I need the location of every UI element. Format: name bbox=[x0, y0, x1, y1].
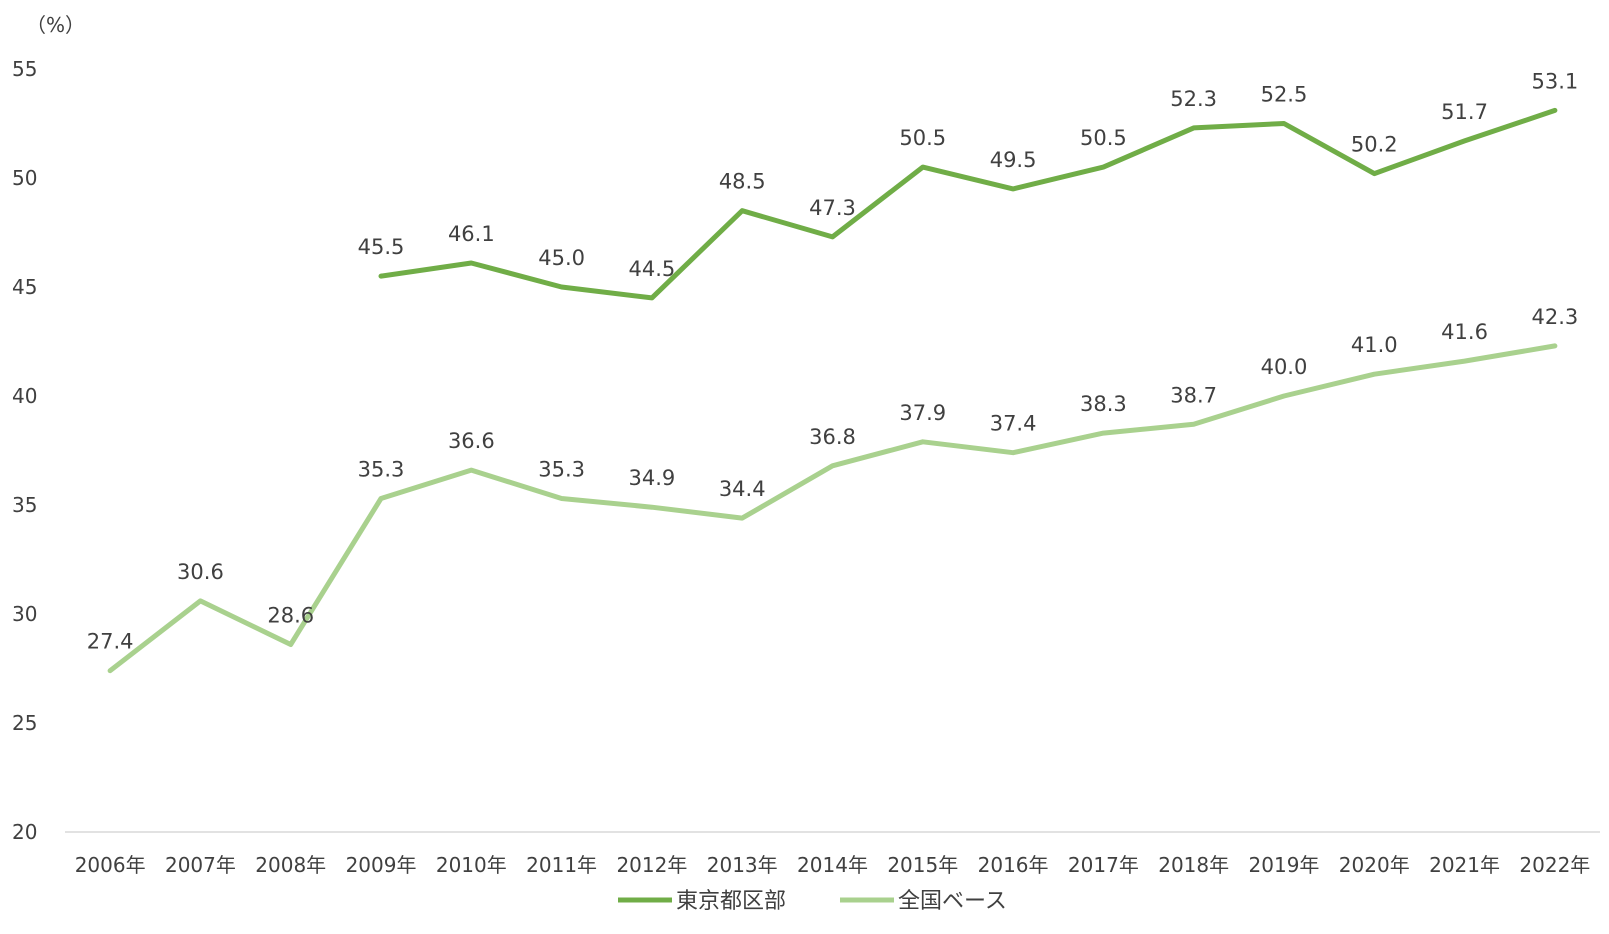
x-tick-label: 2018年 bbox=[1158, 853, 1229, 877]
legend-label-national: 全国ベース bbox=[898, 889, 1007, 914]
data-label: 30.6 bbox=[177, 560, 224, 584]
series-lines bbox=[107, 107, 1558, 674]
data-label: 37.4 bbox=[990, 412, 1037, 436]
data-label: 49.5 bbox=[990, 148, 1037, 172]
y-tick-label: 25 bbox=[12, 711, 37, 735]
data-label: 36.8 bbox=[809, 425, 856, 449]
data-label: 48.5 bbox=[719, 170, 766, 194]
data-label: 34.9 bbox=[629, 466, 676, 490]
data-label: 37.9 bbox=[899, 401, 946, 425]
legend-item-national[interactable]: 全国ベース bbox=[840, 889, 1007, 914]
legend-label-tokyo: 東京都区部 bbox=[676, 889, 786, 914]
data-label: 50.5 bbox=[899, 126, 946, 150]
data-label: 27.4 bbox=[87, 630, 134, 654]
data-label: 28.6 bbox=[267, 604, 314, 628]
data-labels: 45.5 46.1 45.0 44.5 48.5 47.3 50.5 49.5 50.5 52.3… bbox=[87, 69, 1578, 653]
y-tick-label: 50 bbox=[12, 166, 37, 190]
y-tick-label: 55 bbox=[12, 57, 37, 81]
data-label: 45.5 bbox=[358, 235, 405, 259]
data-label: 41.6 bbox=[1441, 320, 1488, 344]
legend-item-tokyo[interactable]: 東京都区部 bbox=[618, 889, 786, 914]
data-label: 52.5 bbox=[1261, 83, 1308, 107]
x-tick-label: 2014年 bbox=[797, 853, 868, 877]
y-tick-label: 30 bbox=[12, 602, 37, 626]
x-tick-label: 2021年 bbox=[1429, 853, 1500, 877]
data-label: 50.2 bbox=[1351, 133, 1398, 157]
x-tick-label: 2016年 bbox=[978, 853, 1049, 877]
data-label: 53.1 bbox=[1531, 69, 1578, 93]
data-label: 45.0 bbox=[538, 246, 585, 270]
data-label: 50.5 bbox=[1080, 126, 1127, 150]
y-tick-label: 40 bbox=[12, 384, 37, 408]
legend: 東京都区部 全国ベース bbox=[618, 889, 1007, 914]
data-label: 41.0 bbox=[1351, 333, 1398, 357]
data-label: 36.6 bbox=[448, 429, 495, 453]
data-label: 52.3 bbox=[1170, 87, 1217, 111]
x-tick-label: 2011年 bbox=[526, 853, 597, 877]
data-label: 46.1 bbox=[448, 222, 495, 246]
data-label: 35.3 bbox=[358, 457, 405, 481]
x-tick-label: 2017年 bbox=[1068, 853, 1139, 877]
x-axis-ticks: 2006年 2007年 2008年 2009年 2010年 2011年 2012年 2013年… bbox=[75, 853, 1591, 877]
series-line-national bbox=[107, 343, 1558, 674]
data-label: 38.7 bbox=[1170, 383, 1217, 407]
x-tick-label: 2019年 bbox=[1249, 853, 1320, 877]
y-tick-label: 20 bbox=[12, 820, 37, 844]
x-tick-label: 2007年 bbox=[165, 853, 236, 877]
data-label: 40.0 bbox=[1261, 355, 1308, 379]
x-tick-label: 2015年 bbox=[887, 853, 958, 877]
x-tick-label: 2020年 bbox=[1339, 853, 1410, 877]
y-axis-unit-label: （%） bbox=[26, 13, 85, 37]
x-tick-label: 2009年 bbox=[346, 853, 417, 877]
data-label: 42.3 bbox=[1531, 305, 1578, 329]
data-label: 44.5 bbox=[629, 257, 676, 281]
x-tick-label: 2012年 bbox=[616, 853, 687, 877]
data-label: 38.3 bbox=[1080, 392, 1127, 416]
x-tick-label: 2008年 bbox=[255, 853, 326, 877]
y-axis-ticks: 20 25 30 35 40 45 50 55 bbox=[12, 57, 37, 844]
data-label: 34.4 bbox=[719, 477, 766, 501]
data-label: 51.7 bbox=[1441, 100, 1488, 124]
x-tick-label: 2006年 bbox=[75, 853, 146, 877]
y-tick-label: 45 bbox=[12, 275, 37, 299]
x-tick-label: 2013年 bbox=[707, 853, 778, 877]
y-tick-label: 35 bbox=[12, 493, 37, 517]
data-label: 47.3 bbox=[809, 196, 856, 220]
series-line-tokyo bbox=[378, 107, 1558, 301]
x-tick-label: 2022年 bbox=[1519, 853, 1590, 877]
x-tick-label: 2010年 bbox=[436, 853, 507, 877]
data-label: 35.3 bbox=[538, 457, 585, 481]
